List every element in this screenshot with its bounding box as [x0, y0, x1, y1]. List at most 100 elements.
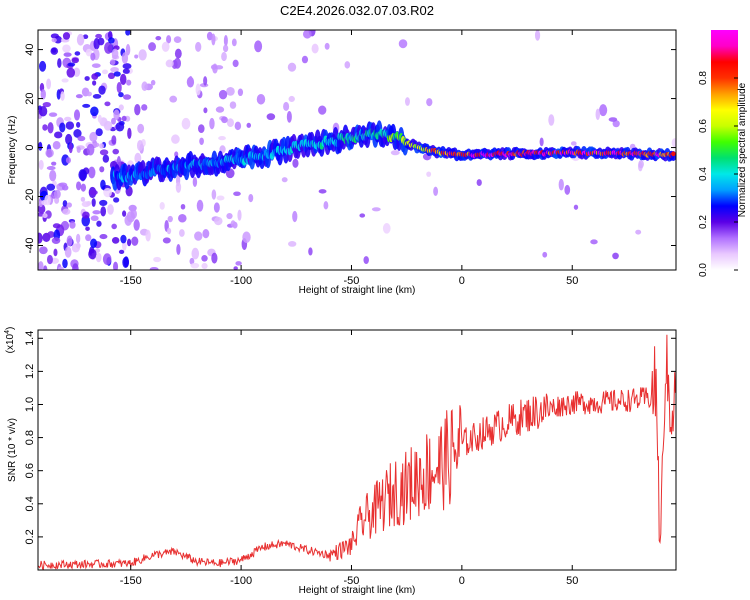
spectrogram-noise-cell — [635, 229, 642, 235]
spectrogram-noise-cell — [167, 215, 173, 223]
spectrogram-noise-cell — [165, 59, 174, 68]
spectrogram-noise-cell — [149, 266, 159, 270]
spectrogram-noise-cell — [76, 146, 81, 153]
spectrogram-noise-cell — [363, 256, 369, 264]
spectrogram-noise-cell — [570, 141, 577, 146]
spectrogram-noise-cell — [308, 247, 313, 256]
snr-y-tick-label: 1.2 — [24, 364, 36, 379]
spectrogram-noise-cell — [254, 40, 263, 53]
spectrogram-noise-cell — [542, 251, 548, 258]
spectrogram-noise-cell — [99, 199, 108, 206]
spectrogram-noise-cell — [125, 44, 131, 56]
spectrogram-noise-cell — [108, 37, 115, 44]
spectrogram-noise-cell — [107, 72, 116, 80]
spectrogram-noise-cell — [38, 246, 48, 255]
spectrogram-noise-cell — [66, 202, 72, 208]
spectrogram-noise-cell — [671, 138, 676, 148]
spectrogram-noise-cell — [100, 206, 107, 217]
spectrogram-noise-cell — [206, 31, 213, 41]
spectrogram-noise-cell — [39, 60, 47, 72]
spectrogram-x-label: Height of straight line (km) — [299, 285, 416, 296]
spectrogram-noise-cell — [237, 88, 244, 97]
spectrogram-noise-cell — [534, 30, 541, 41]
spectrogram-noise-cell — [148, 42, 157, 52]
colorbar-tick-label: 0.2 — [698, 215, 709, 229]
spectrogram-noise-cell — [214, 216, 223, 226]
spectrogram-noise-cell — [100, 179, 106, 190]
spectrogram-noise-cell — [292, 210, 298, 223]
spectrogram-noise-cell — [54, 197, 60, 204]
spectrogram-noise-cell — [476, 179, 482, 186]
spectrogram-noise-cell — [134, 152, 142, 164]
spectrogram-noise-cell — [86, 91, 92, 97]
spectrogram-noise-cell — [426, 171, 432, 177]
spectrogram-noise-cell — [90, 215, 99, 222]
spectrogram-noise-cell — [221, 51, 227, 62]
spectrogram-noise-cell — [573, 204, 579, 210]
spectrogram-noise-cell — [75, 233, 81, 244]
spectrogram-noise-cell — [226, 87, 235, 96]
spectrogram-noise-cell — [192, 177, 198, 188]
spectrogram-noise-cell — [121, 52, 129, 64]
spectrogram-noise-cell — [344, 61, 351, 69]
spectrogram-noise-cell — [90, 238, 98, 249]
spectrogram-noise-cell — [134, 54, 139, 59]
spectrogram-noise-cell — [564, 184, 571, 195]
spectrogram-noise-cell — [120, 234, 127, 244]
spectrogram-noise-cell — [71, 243, 81, 253]
spectrogram-x-tick-label: -50 — [344, 275, 360, 287]
spectrogram-noise-cell — [229, 101, 237, 109]
spectrogram-noise-cell — [82, 103, 91, 108]
spectrogram-noise-cell — [96, 220, 102, 227]
spectrogram-noise-cell — [287, 241, 297, 247]
spectrogram-noise-cell — [169, 95, 178, 103]
spectrogram-noise-cell — [91, 63, 101, 68]
spectrogram-noise-cell — [433, 186, 439, 197]
spectrogram-noise-cell — [38, 261, 44, 270]
spectrogram-noise-cell — [62, 44, 71, 53]
spectrogram-noise-cell — [99, 234, 108, 240]
spectrogram-noise-cell — [113, 197, 120, 203]
spectrogram-noise-cell — [57, 266, 64, 270]
spectrogram-noise-cell — [122, 63, 132, 70]
spectrogram-noise-cell — [95, 252, 102, 263]
spectrogram-noise-cell — [318, 189, 327, 194]
spectrogram-noise-cell — [101, 69, 109, 75]
spectrogram-noise-cell — [211, 189, 217, 200]
spectrogram-noise-cell — [153, 256, 162, 263]
spectrogram-noise-cell — [137, 123, 145, 134]
snr-y-tick-label: 1.0 — [24, 397, 36, 412]
snr-y-label: SNR (10 * v/v) — [7, 418, 18, 482]
spectrogram-noise-cell — [237, 209, 242, 221]
spectrogram-noise-cell — [62, 200, 68, 207]
spectrogram-noise-cell — [91, 198, 96, 207]
spectrogram-noise-cell — [38, 232, 43, 244]
spectrogram-y-tick-label: -40 — [24, 238, 36, 254]
spectrogram-y-tick-label: 20 — [24, 92, 36, 104]
spectrogram-noise-cell — [130, 208, 137, 220]
spectrogram-noise-cell — [181, 117, 191, 130]
spectrogram-noise-cell — [174, 48, 182, 59]
spectrogram-noise-cell — [203, 107, 208, 114]
spectrogram-noise-cell — [42, 101, 52, 108]
spectrogram-noise-cell — [175, 181, 182, 193]
spectrogram-noise-cell — [40, 89, 46, 100]
spectrogram-noise-cell — [612, 252, 619, 260]
spectrogram-noise-cell — [38, 159, 44, 170]
spectrogram-noise-cell — [599, 104, 608, 117]
spectrogram-noise-cell — [234, 121, 242, 131]
spectrogram-noise-cell — [371, 207, 381, 212]
spectrogram-noise-cell — [201, 254, 208, 262]
spectrogram-noise-cell — [191, 247, 200, 260]
spectrogram-noise-cell — [287, 62, 297, 72]
spectrogram-noise-cell — [595, 108, 601, 121]
spectrogram-noise-cell — [256, 93, 266, 105]
spectrogram-noise-cell — [190, 262, 200, 269]
spectrogram-noise-cell — [178, 229, 185, 237]
spectrogram-noise-cell — [235, 261, 242, 266]
spectrogram-heatmap — [38, 30, 676, 270]
spectrogram-noise-cell — [283, 101, 290, 112]
spectrogram-noise-cell — [122, 94, 132, 100]
spectrogram-noise-cell — [98, 85, 106, 95]
spectrogram-noise-cell — [226, 212, 233, 220]
